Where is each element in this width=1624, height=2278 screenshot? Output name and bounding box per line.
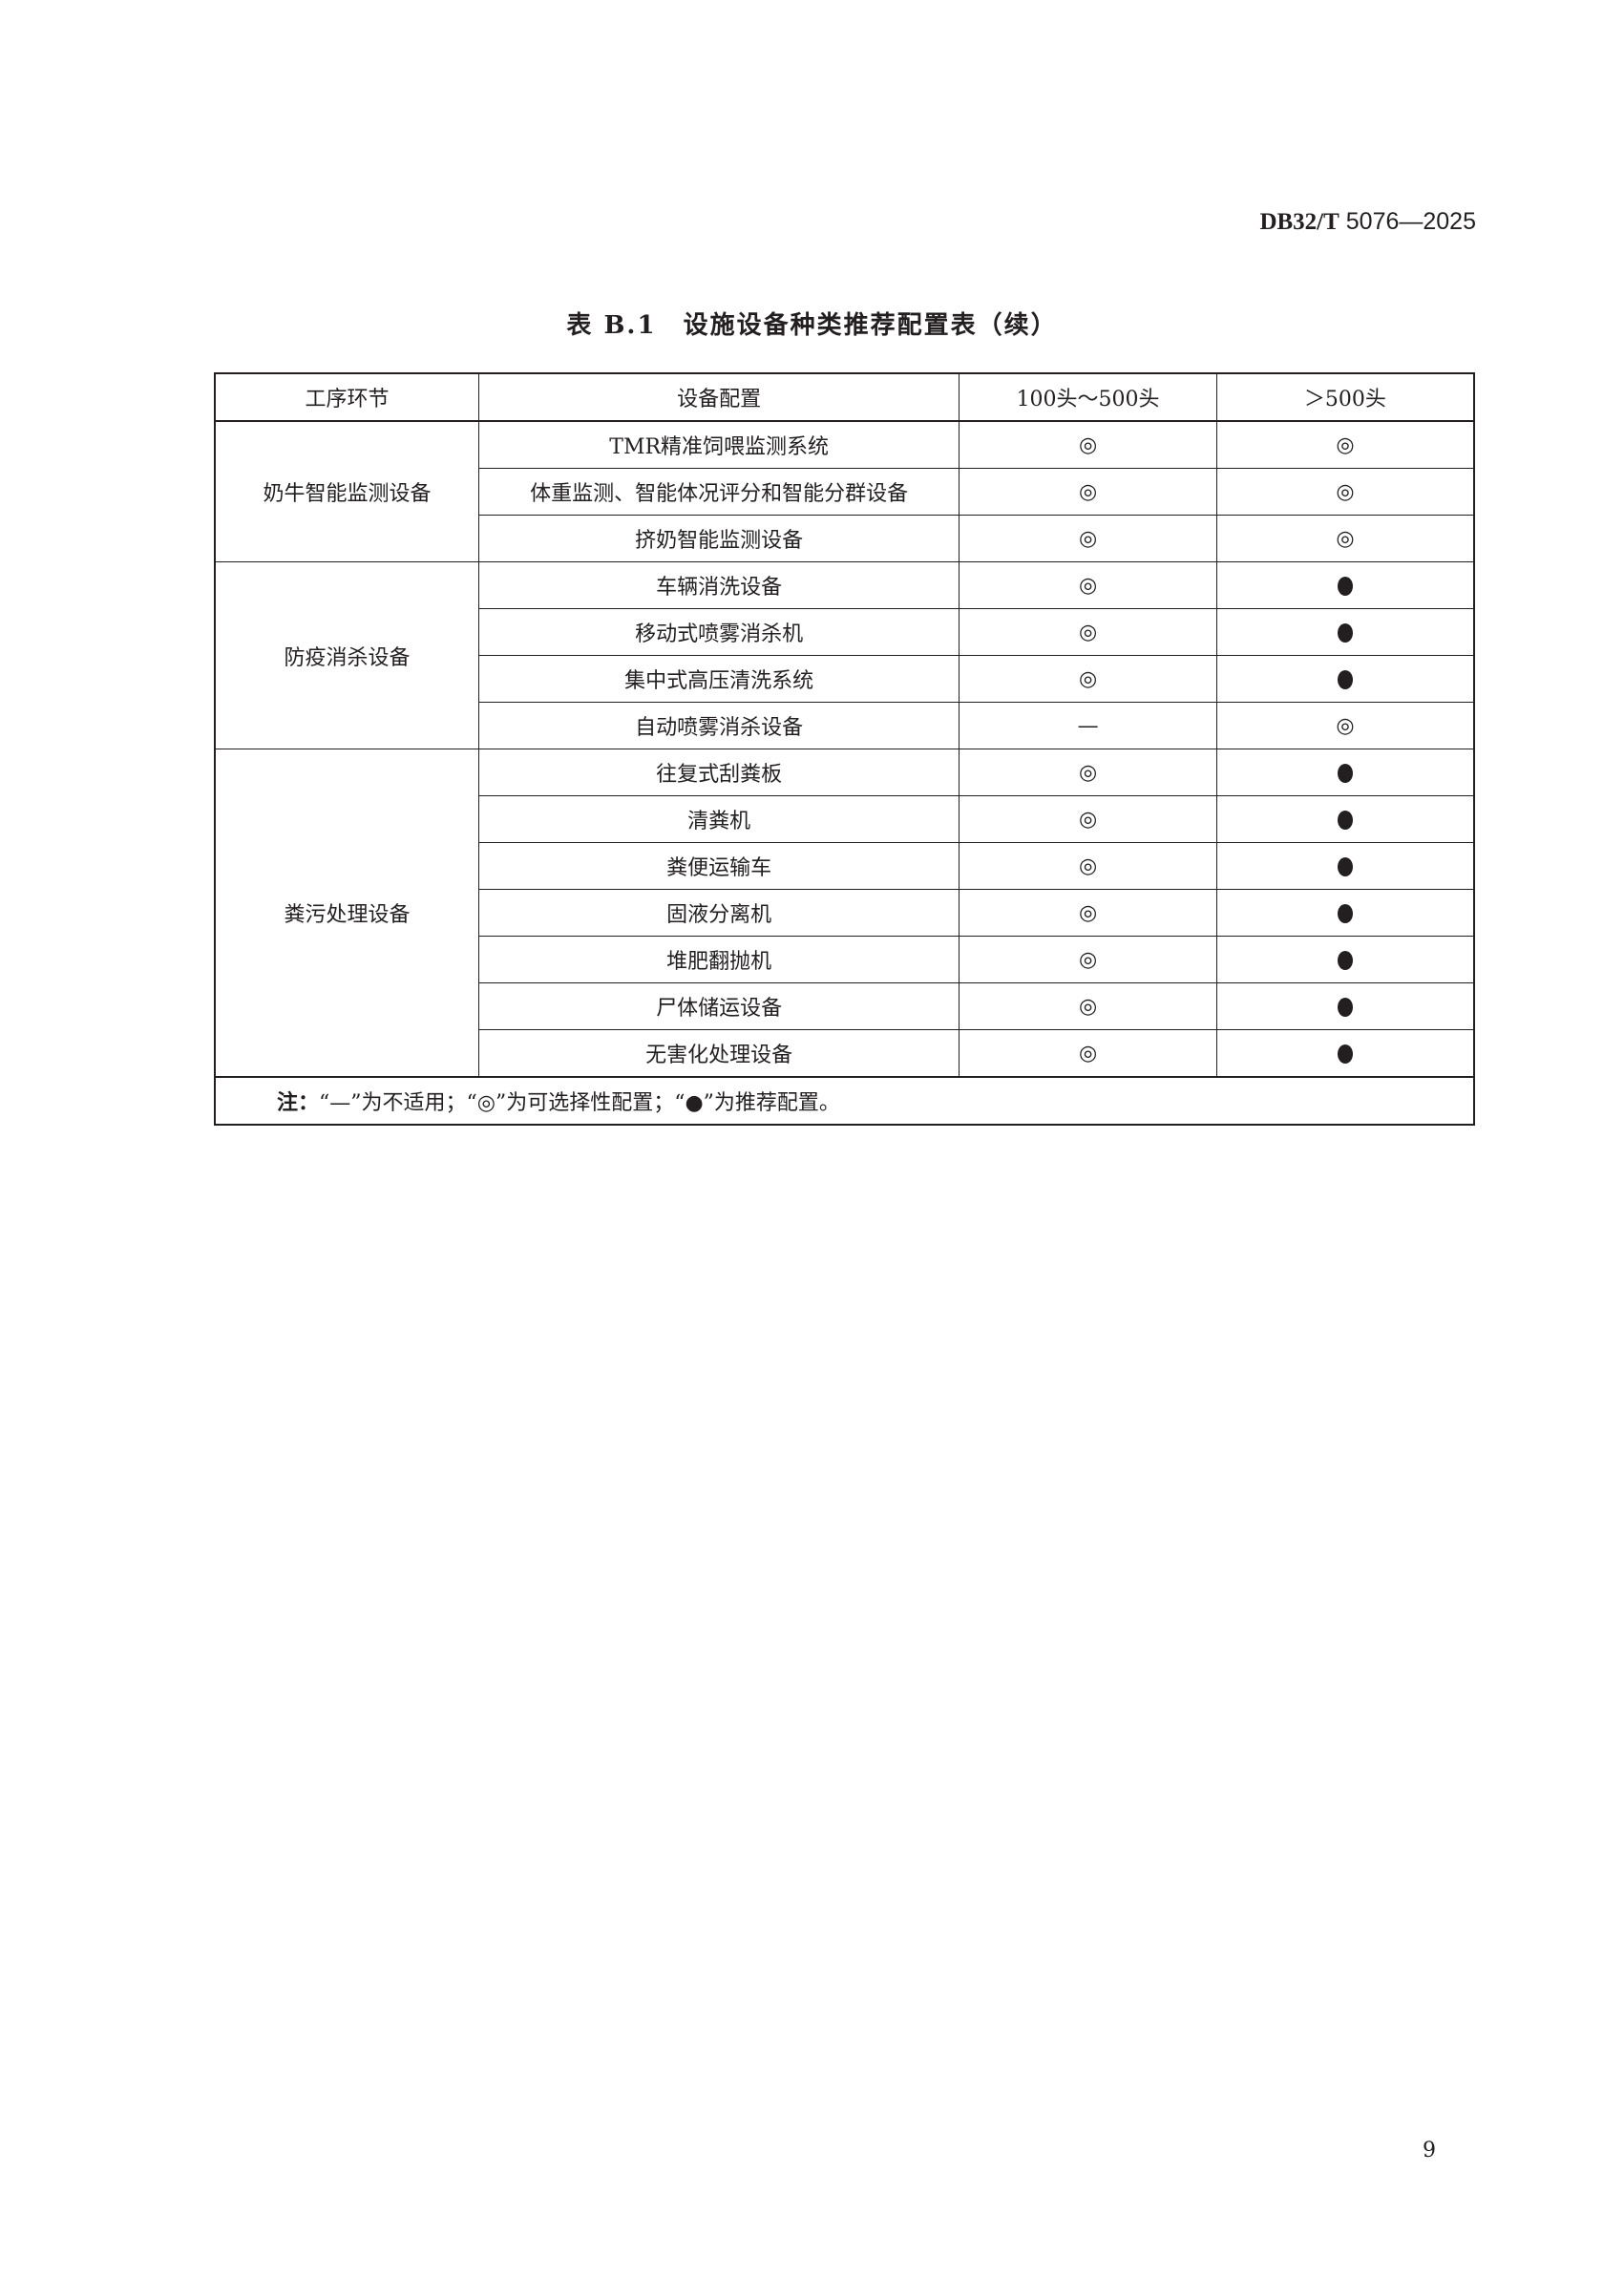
filled-circle-icon [1337, 1044, 1353, 1064]
process-stage: 防疫消杀设备 [214, 561, 480, 749]
equipment-item: 堆肥翻抛机 [478, 936, 960, 983]
table-row: 奶牛智能监测设备 TMR精准饲喂监测系统 ◎ ◎ [214, 420, 1475, 562]
recommended-mark [1215, 936, 1475, 983]
filled-circle-icon [1337, 810, 1353, 830]
table-note: 注：“—”为不适用；“◎”为可选择性配置；“●”为推荐配置。 [214, 1076, 1475, 1126]
note-label: 注： [277, 1090, 320, 1115]
table-row: 自动喷雾消杀设备 — ◎ [215, 702, 1475, 749]
recommended-mark [1215, 982, 1475, 1030]
equipment-item: 集中式高压清洗系统 [478, 655, 960, 703]
optional-mark: ◎ [959, 561, 1217, 609]
equipment-item: 往复式刮粪板 [478, 749, 960, 796]
column-header: ＞500头 [1215, 372, 1475, 422]
table-row: 挤奶智能监测设备 ◎ ◎ [215, 515, 1475, 562]
recommended-mark [1215, 842, 1475, 890]
equipment-item: 无害化处理设备 [478, 1029, 960, 1078]
document-code: DB32/T 5076—2025 [1259, 208, 1476, 236]
filled-circle-icon [1337, 950, 1353, 970]
optional-mark: ◎ [959, 420, 1217, 469]
equipment-item: 体重监测、智能体况评分和智能分群设备 [478, 468, 960, 516]
optional-mark: ◎ [959, 655, 1217, 703]
equipment-item: 挤奶智能监测设备 [478, 515, 960, 562]
equipment-item: 清粪机 [478, 795, 960, 843]
page-number: 9 [1423, 2139, 1436, 2162]
table-row: 粪便运输车 ◎ [215, 842, 1475, 890]
optional-mark: ◎ [1215, 702, 1475, 749]
optional-mark: ◎ [1215, 420, 1475, 469]
recommended-mark [1215, 795, 1475, 843]
filled-circle-icon [1337, 903, 1353, 923]
table-row: 无害化处理设备 ◎ [215, 1029, 1475, 1078]
table-row: 防疫消杀设备 车辆消洗设备 ◎ [214, 561, 1475, 749]
equipment-item: TMR精准饲喂监测系统 [478, 420, 960, 469]
column-header: 100头～500头 [959, 372, 1217, 422]
filled-circle-icon [1337, 997, 1353, 1017]
table-row: 堆肥翻抛机 ◎ [215, 936, 1475, 983]
process-stage: 奶牛智能监测设备 [214, 420, 480, 562]
note-text: “—”为不适用；“◎”为可选择性配置；“●”为推荐配置。 [319, 1091, 840, 1115]
filled-circle-icon [1337, 669, 1353, 689]
table-row: 体重监测、智能体况评分和智能分群设备 ◎ ◎ [215, 468, 1475, 516]
optional-mark: ◎ [959, 468, 1217, 516]
filled-circle-icon [1337, 856, 1353, 876]
recommended-mark [1215, 655, 1475, 703]
optional-mark: ◎ [1215, 468, 1475, 516]
table-header-row: 工序环节 设备配置 100头～500头 ＞500头 [214, 372, 1475, 422]
table-row: 粪污处理设备 往复式刮粪板 ◎ [214, 749, 1475, 1078]
equipment-item: 粪便运输车 [478, 842, 960, 890]
not-applicable-mark: — [959, 702, 1217, 749]
table-row: 集中式高压清洗系统 ◎ [215, 655, 1475, 703]
code-prefix: DB32/T [1259, 209, 1339, 235]
recommended-mark [1215, 889, 1475, 937]
optional-mark: ◎ [959, 1029, 1217, 1078]
recommended-mark [1215, 561, 1475, 609]
equipment-item: 固液分离机 [478, 889, 960, 937]
recommended-mark [1215, 749, 1475, 796]
optional-mark: ◎ [959, 889, 1217, 937]
optional-mark: ◎ [1215, 515, 1475, 562]
column-header: 设备配置 [478, 372, 960, 422]
optional-mark: ◎ [959, 982, 1217, 1030]
optional-mark: ◎ [959, 842, 1217, 890]
code-number: 5076—2025 [1339, 208, 1476, 235]
column-header: 工序环节 [214, 372, 480, 422]
equipment-config-table: 工序环节 设备配置 100头～500头 ＞500头 奶牛智能监测设备 TMR精准饲… [214, 372, 1475, 1126]
recommended-mark [1215, 608, 1475, 656]
table-row: 清粪机 ◎ [215, 795, 1475, 843]
optional-mark: ◎ [959, 749, 1217, 796]
equipment-item: 自动喷雾消杀设备 [478, 702, 960, 749]
note-row: 注：“—”为不适用；“◎”为可选择性配置；“●”为推荐配置。 [214, 1076, 1475, 1126]
optional-mark: ◎ [959, 515, 1217, 562]
filled-circle-icon [1337, 622, 1353, 643]
equipment-item: 车辆消洗设备 [478, 561, 960, 609]
optional-mark: ◎ [959, 795, 1217, 843]
filled-circle-icon [1337, 576, 1353, 596]
equipment-item: 尸体储运设备 [478, 982, 960, 1030]
optional-mark: ◎ [959, 936, 1217, 983]
table-title: 表 B.1 设施设备种类推荐配置表（续） [566, 311, 1058, 340]
filled-circle-icon [1337, 763, 1353, 783]
optional-mark: ◎ [959, 608, 1217, 656]
process-stage: 粪污处理设备 [214, 749, 480, 1078]
equipment-item: 移动式喷雾消杀机 [478, 608, 960, 656]
table-row: 尸体储运设备 ◎ [215, 982, 1475, 1030]
recommended-mark [1215, 1029, 1475, 1078]
